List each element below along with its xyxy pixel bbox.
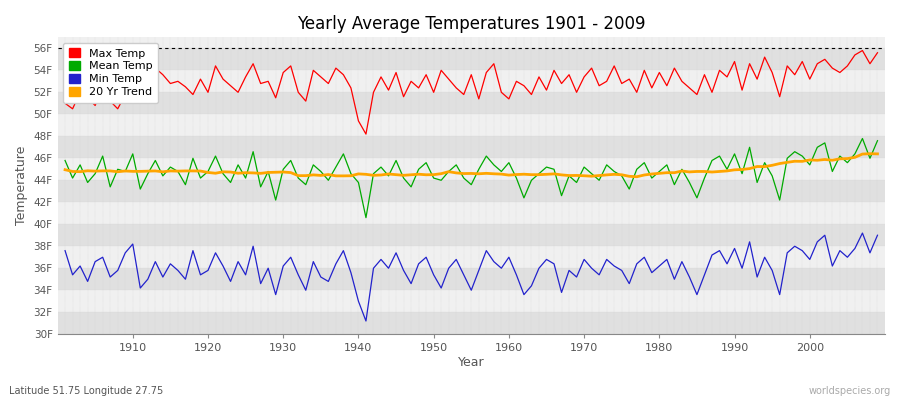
Y-axis label: Temperature: Temperature [15, 146, 28, 226]
Text: worldspecies.org: worldspecies.org [809, 386, 891, 396]
X-axis label: Year: Year [458, 356, 484, 369]
Legend: Max Temp, Mean Temp, Min Temp, 20 Yr Trend: Max Temp, Mean Temp, Min Temp, 20 Yr Tre… [63, 43, 158, 103]
Bar [58, 92, 885, 114]
Bar [58, 224, 885, 246]
Bar [58, 180, 885, 202]
Bar [58, 312, 885, 334]
Title: Yearly Average Temperatures 1901 - 2009: Yearly Average Temperatures 1901 - 2009 [297, 15, 645, 33]
Text: Latitude 51.75 Longitude 27.75: Latitude 51.75 Longitude 27.75 [9, 386, 163, 396]
Bar [58, 136, 885, 158]
Bar [58, 48, 885, 70]
Bar [58, 268, 885, 290]
